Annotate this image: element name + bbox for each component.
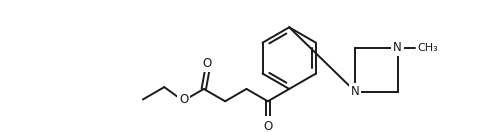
Text: O: O xyxy=(263,120,273,132)
Text: N: N xyxy=(351,85,360,98)
Text: O: O xyxy=(203,57,212,70)
Text: N: N xyxy=(393,41,402,54)
Text: O: O xyxy=(179,93,188,106)
Text: CH₃: CH₃ xyxy=(418,43,439,53)
